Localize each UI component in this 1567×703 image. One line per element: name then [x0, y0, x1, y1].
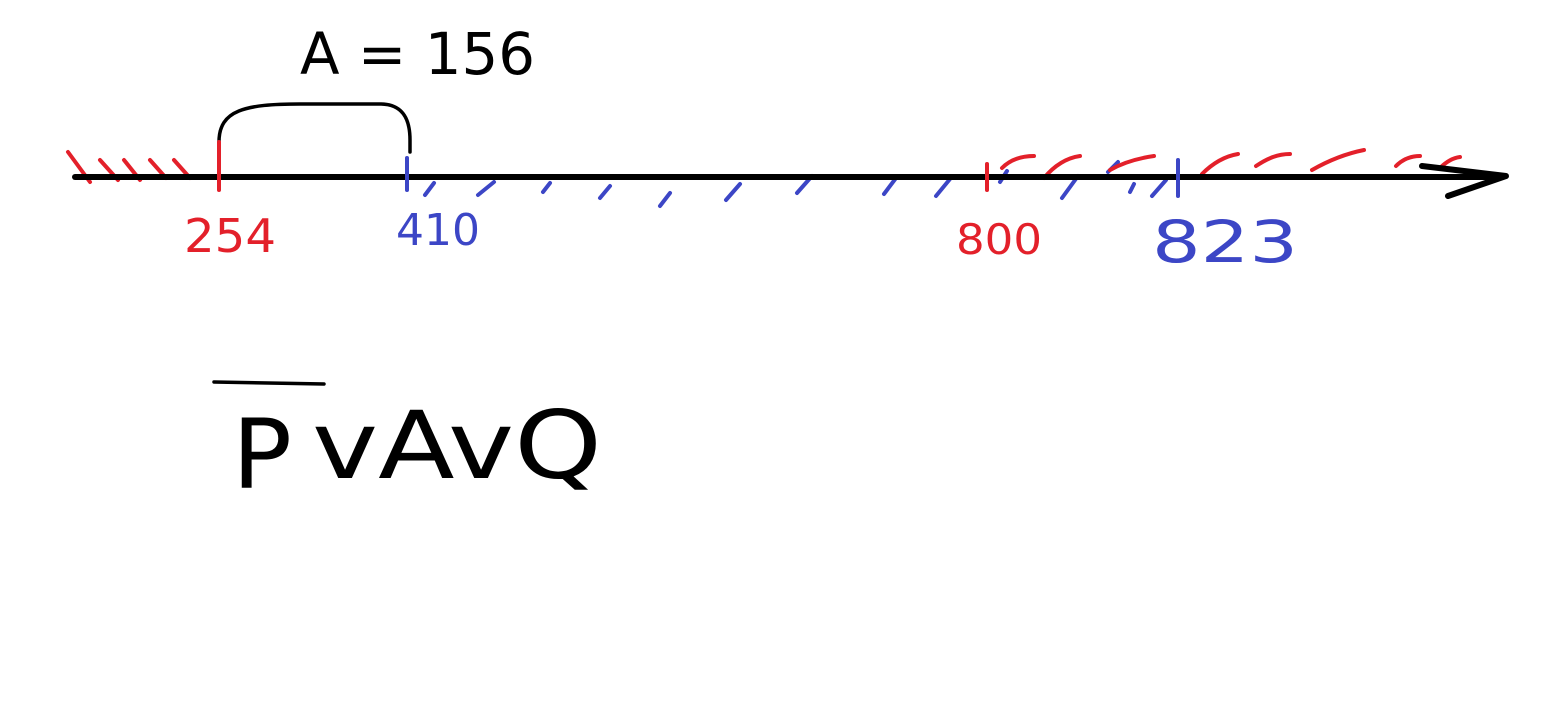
point-label-823: 823: [1152, 208, 1298, 276]
red-hatch-right: [1000, 148, 1462, 180]
formula-negated-term: P: [232, 399, 292, 511]
point-label-800: 800: [956, 215, 1042, 264]
interval-bracket: [217, 102, 412, 179]
negation-overline: [212, 380, 326, 386]
point-label-254: 254: [184, 209, 276, 263]
axis-arrow-head: [1419, 163, 1509, 199]
formula-rest: vAvQ: [312, 392, 602, 501]
point-label-410: 410: [396, 205, 480, 256]
interval-width-label: A = 156: [300, 20, 535, 88]
blue-hatch: [423, 160, 1168, 208]
